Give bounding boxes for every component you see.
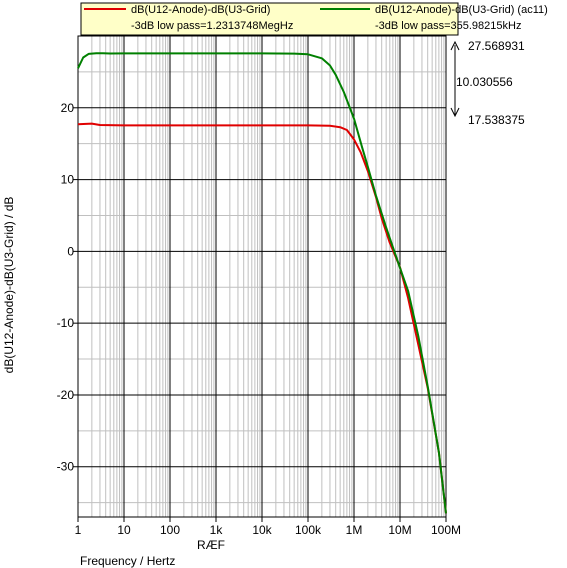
series-line-red [77, 122, 447, 514]
x-tick-label: 1 [75, 523, 82, 537]
legend-series-1-name: dB(U12-Anode)-dB(U3-Grid) [131, 4, 270, 16]
x-tick-label: 10 [117, 523, 131, 537]
x-axis-label: Frequency / Hertz [80, 554, 175, 568]
x-tick-label: 1k [210, 523, 224, 537]
x-tick-label: 10M [388, 523, 411, 537]
y-tick-label: 20 [61, 101, 75, 115]
x-tick-label: 100M [431, 523, 461, 537]
x-tick-label: 10k [252, 523, 272, 537]
x-axis-extra-label: RÆF [197, 538, 225, 552]
legend-series-1-annotation: -3dB low pass=1.2313748MegHz [131, 20, 293, 32]
y-tick-label: -10 [57, 316, 75, 330]
x-tick-label: 1M [346, 523, 363, 537]
legend-series-2-name: dB(U12-Anode)-dB(U3-Grid) (ac11) [375, 4, 548, 16]
legend: dB(U12-Anode)-dB(U3-Grid) -3dB low pass=… [80, 2, 548, 36]
y-axis-label: dB(U12-Anode)-dB(U3-Grid) / dB [2, 197, 16, 374]
grid [78, 36, 446, 517]
cursor-bottom-value: 17.538375 [468, 113, 525, 127]
arrow-up-icon [450, 40, 460, 51]
cursor-top-value: 27.568931 [468, 39, 525, 53]
legend-series-2-annotation: -3dB low pass=355.98215kHz [375, 20, 521, 32]
cursor-readout: 27.568931 10.030556 17.538375 [450, 39, 525, 127]
series-line-green [77, 52, 447, 514]
y-tick-label: -30 [57, 460, 75, 474]
y-tick-label: 10 [61, 173, 75, 187]
y-tick-label: 0 [67, 244, 74, 258]
plot-frame [77, 35, 447, 518]
series-layer [77, 52, 447, 514]
x-tick-label: 100 [160, 523, 180, 537]
y-tick-label: -20 [57, 388, 75, 402]
x-tick-label: 100k [295, 523, 322, 537]
arrow-down-icon [450, 107, 460, 118]
cursor-delta-value: 10.030556 [456, 75, 513, 89]
legend-box [80, 2, 459, 36]
